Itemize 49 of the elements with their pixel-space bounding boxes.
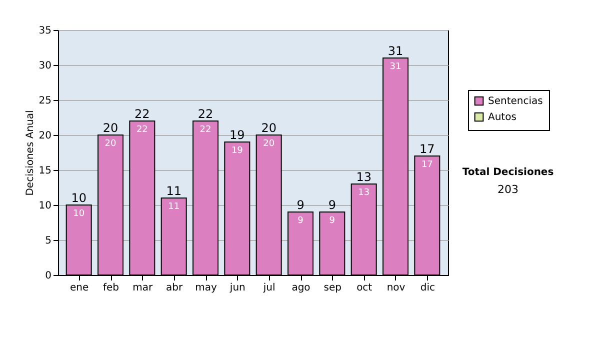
data-label: 9 <box>328 198 336 212</box>
data-label: 20 <box>102 121 118 135</box>
annotation: 17 <box>421 160 433 170</box>
data-label: 19 <box>230 128 245 142</box>
annotation: 10 <box>73 209 85 219</box>
x-tick-label: ene <box>70 282 89 294</box>
annotation: 9 <box>298 216 304 226</box>
x-tick-label: feb <box>102 282 120 294</box>
y-tick-label: 5 <box>45 236 52 246</box>
y-tick-label: 25 <box>38 96 52 106</box>
x-tick-label: abr <box>166 282 184 294</box>
annotation: 22 <box>200 125 212 135</box>
x-tick-label: jul <box>262 282 276 294</box>
data-label: 31 <box>388 44 404 58</box>
annotation: 9 <box>329 216 336 226</box>
annotation: 22 <box>136 125 148 135</box>
y-tick-label: 15 <box>38 166 52 176</box>
y-tick-label: 0 <box>45 270 52 282</box>
annotation: 20 <box>104 139 116 149</box>
x-tick-label: ago <box>292 282 310 294</box>
data-label: 20 <box>261 121 276 135</box>
data-label: 22 <box>198 107 214 121</box>
y-tick-label: 10 <box>38 200 52 212</box>
data-label: 17 <box>420 142 435 156</box>
annotation: 11 <box>168 202 180 212</box>
data-label: 10 <box>71 191 86 205</box>
annotation: 31 <box>390 62 402 72</box>
y-tick-label: 30 <box>38 60 52 72</box>
x-tick-label: jun <box>228 282 246 294</box>
x-tick-label: oct <box>356 282 372 294</box>
y-tick-label: 35 <box>38 26 52 36</box>
x-tick-label: nov <box>386 282 406 294</box>
y-tick-label: 20 <box>38 130 52 142</box>
x-tick-label: sep <box>324 282 342 294</box>
x-tick-label: dic <box>420 282 435 294</box>
x-tick-label: may <box>195 282 217 294</box>
data-label: 9 <box>296 198 304 212</box>
data-label: 13 <box>356 170 372 184</box>
legend-label: Sentencias <box>488 96 543 107</box>
text: Total Decisiones <box>462 167 554 178</box>
y-axis-title: Decisiones Anual <box>24 110 36 196</box>
annotation: 20 <box>263 139 275 149</box>
data-label: 11 <box>166 184 182 198</box>
annotation: 13 <box>358 188 370 198</box>
x-tick-label: mar <box>132 282 154 294</box>
annotation: 19 <box>231 146 244 156</box>
text: 203 <box>498 183 518 196</box>
legend-label: Autos <box>488 112 516 123</box>
data-label: 22 <box>134 107 150 121</box>
